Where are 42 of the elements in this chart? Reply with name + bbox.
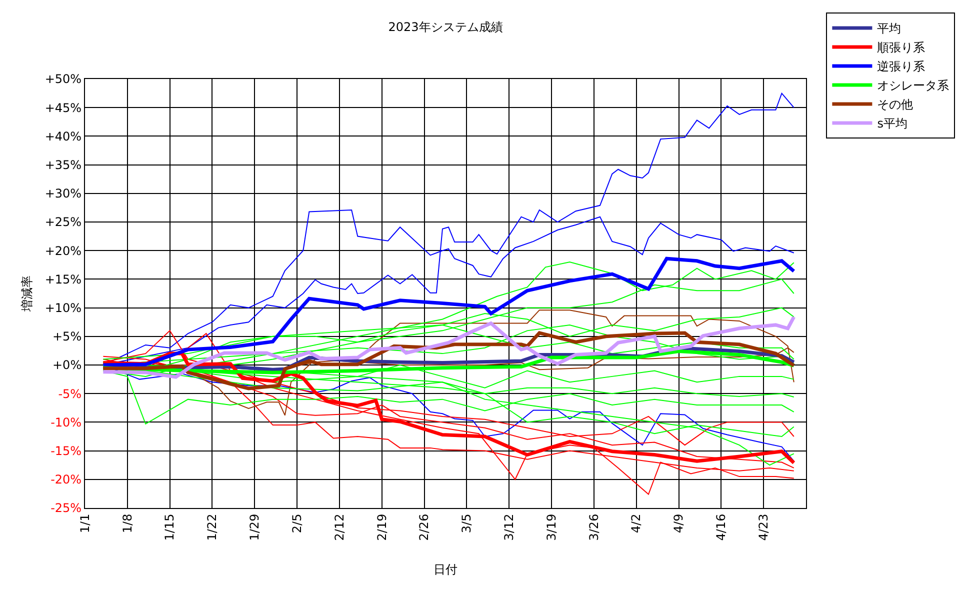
legend-label: その他 (877, 98, 914, 112)
y-tick-label: -15% (50, 444, 82, 458)
y-tick-label: -25% (50, 501, 82, 516)
y-tick-label: +40% (44, 129, 82, 144)
y-tick-label: +35% (44, 158, 82, 172)
legend-label: 平均 (877, 22, 902, 36)
y-tick-label: +45% (44, 100, 82, 115)
y-tick-label: +30% (44, 186, 82, 201)
x-tick-label: 2/5 (290, 514, 304, 534)
y-tick-label: -20% (50, 472, 82, 487)
chart-title: 2023年システム成績 (388, 20, 503, 34)
x-tick-label: 1/1 (78, 514, 92, 534)
x-tick-label: 1/8 (120, 514, 134, 534)
x-axis-title: 日付 (434, 562, 458, 577)
x-tick-label: 3/26 (586, 514, 601, 541)
y-tick-label: +10% (44, 301, 82, 315)
x-tick-label: 4/23 (756, 514, 770, 541)
y-tick-label: +0% (52, 358, 82, 372)
y-tick-label: +15% (44, 272, 82, 286)
x-tick-label: 1/22 (205, 514, 220, 541)
legend-label: s平均 (877, 116, 908, 131)
x-tick-label: 4/9 (672, 514, 686, 534)
y-tick-label: +25% (44, 215, 82, 230)
y-tick-label: +50% (44, 72, 82, 86)
y-tick-label: +20% (44, 244, 82, 258)
y-tick-label: -5% (58, 386, 82, 401)
x-tick-label: 2/26 (417, 514, 432, 541)
y-tick-label: -10% (50, 415, 82, 430)
legend-label: 逆張り系 (877, 60, 926, 74)
x-tick-label: 3/5 (460, 514, 474, 534)
x-tick-label: 4/2 (629, 514, 644, 534)
x-tick-label: 3/19 (544, 514, 558, 541)
legend-label: オシレータ系 (877, 78, 950, 93)
x-tick-label: 2/12 (332, 514, 346, 541)
y-axis-title: 増減率 (20, 276, 34, 312)
x-tick-label: 3/12 (502, 514, 516, 541)
y-tick-label: +5% (52, 330, 82, 344)
x-tick-label: 1/29 (248, 514, 262, 541)
x-tick-label: 2/19 (374, 514, 389, 541)
legend-label: 順張り系 (877, 40, 926, 55)
x-tick-label: 4/16 (714, 514, 728, 541)
x-tick-label: 1/15 (162, 514, 177, 541)
